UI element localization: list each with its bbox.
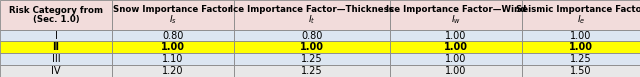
Bar	[0, 0, 112, 30]
Text: II: II	[52, 42, 60, 52]
Bar	[112, 42, 234, 53]
Text: 1.00: 1.00	[444, 42, 468, 52]
Text: (Sec. 1.0): (Sec. 1.0)	[33, 15, 79, 24]
Bar	[234, 42, 390, 53]
Bar	[112, 0, 234, 30]
Text: 1.00: 1.00	[445, 31, 467, 41]
Bar	[234, 30, 390, 42]
Bar	[234, 0, 390, 30]
Text: 1.50: 1.50	[570, 66, 591, 76]
Bar	[234, 65, 390, 77]
Text: $I_e$: $I_e$	[577, 14, 585, 26]
Text: III: III	[52, 54, 60, 64]
Text: 1.00: 1.00	[300, 42, 324, 52]
Text: Ice Importance Factor—Thickness: Ice Importance Factor—Thickness	[230, 5, 394, 14]
Text: 1.00: 1.00	[445, 66, 467, 76]
Bar	[522, 30, 640, 42]
Bar	[390, 53, 522, 65]
Bar	[112, 65, 234, 77]
Text: 0.80: 0.80	[162, 31, 184, 41]
Bar	[390, 0, 522, 30]
Text: 1.10: 1.10	[162, 54, 184, 64]
Text: Risk Category from: Risk Category from	[9, 6, 103, 15]
Text: 1.00: 1.00	[570, 31, 591, 41]
Text: $I_s$: $I_s$	[169, 14, 177, 26]
Text: I: I	[54, 31, 58, 41]
Bar	[390, 65, 522, 77]
Bar	[112, 30, 234, 42]
Bar	[0, 53, 112, 65]
Bar	[522, 53, 640, 65]
Text: Snow Importance Factor: Snow Importance Factor	[113, 5, 232, 14]
Text: 1.25: 1.25	[301, 54, 323, 64]
Text: IV: IV	[51, 66, 61, 76]
Bar	[522, 42, 640, 53]
Text: 1.25: 1.25	[301, 66, 323, 76]
Bar	[0, 65, 112, 77]
Text: 0.80: 0.80	[301, 31, 323, 41]
Text: 1.00: 1.00	[569, 42, 593, 52]
Bar	[234, 53, 390, 65]
Text: 1.00: 1.00	[161, 42, 185, 52]
Text: 1.25: 1.25	[570, 54, 591, 64]
Bar	[0, 30, 112, 42]
Text: Seismic Importance Factor: Seismic Importance Factor	[516, 5, 640, 14]
Bar	[522, 0, 640, 30]
Bar	[0, 42, 112, 53]
Bar	[112, 53, 234, 65]
Text: 1.20: 1.20	[162, 66, 184, 76]
Bar	[390, 42, 522, 53]
Text: $I_t$: $I_t$	[308, 14, 316, 26]
Bar	[522, 65, 640, 77]
Text: Ice Importance Factor—Wind: Ice Importance Factor—Wind	[386, 5, 526, 14]
Text: $I_w$: $I_w$	[451, 14, 461, 26]
Text: 1.00: 1.00	[445, 54, 467, 64]
Bar	[390, 30, 522, 42]
